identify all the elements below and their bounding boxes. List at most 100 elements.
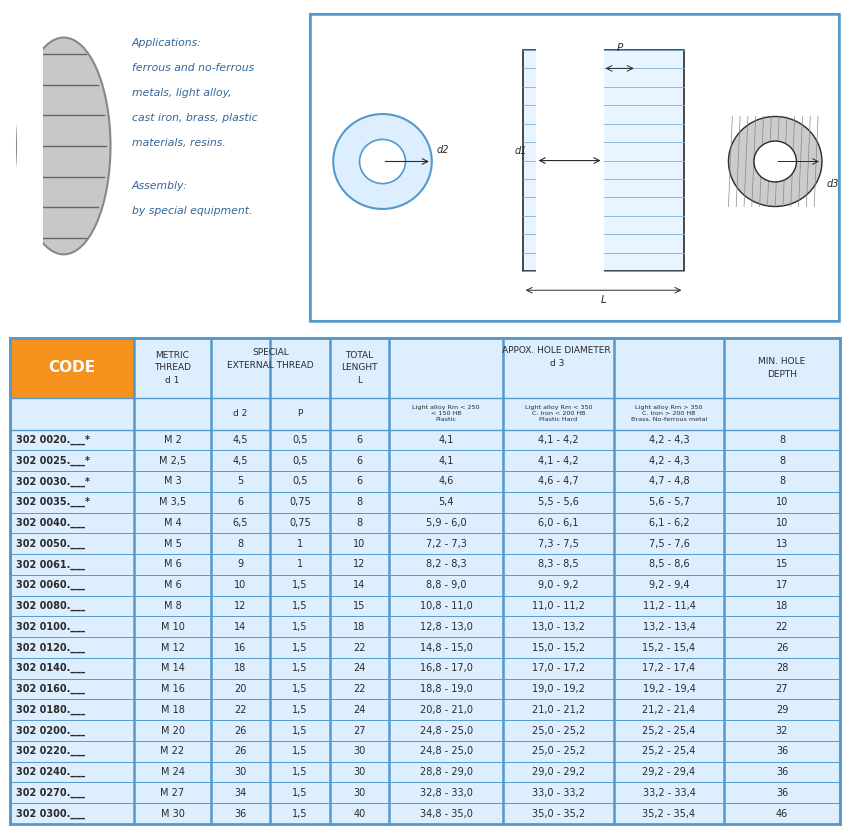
Text: 12: 12: [354, 560, 366, 570]
FancyBboxPatch shape: [10, 338, 840, 824]
Text: d 2: d 2: [234, 409, 247, 418]
Text: 5: 5: [237, 476, 244, 486]
Text: 302 0061.___: 302 0061.___: [16, 560, 85, 570]
FancyBboxPatch shape: [523, 50, 684, 271]
Text: 4,2 - 4,3: 4,2 - 4,3: [649, 435, 689, 445]
Text: 1,5: 1,5: [292, 705, 308, 715]
Text: 302 0060.___: 302 0060.___: [16, 580, 85, 590]
FancyBboxPatch shape: [10, 338, 134, 398]
Text: 1: 1: [297, 560, 303, 570]
Ellipse shape: [17, 38, 110, 254]
Text: 5,5 - 5,6: 5,5 - 5,6: [538, 497, 579, 507]
Text: M 16: M 16: [161, 684, 184, 694]
Text: d1: d1: [514, 147, 527, 157]
Text: 1,5: 1,5: [292, 684, 308, 694]
Text: 32,8 - 33,0: 32,8 - 33,0: [420, 788, 473, 798]
Text: 16: 16: [235, 642, 246, 652]
Text: 0,75: 0,75: [289, 518, 311, 528]
Text: 21,0 - 21,2: 21,0 - 21,2: [532, 705, 585, 715]
Text: 21,2 - 21,4: 21,2 - 21,4: [643, 705, 695, 715]
Text: 20,8 - 21,0: 20,8 - 21,0: [420, 705, 473, 715]
Text: 18: 18: [776, 601, 788, 611]
Text: 26: 26: [235, 726, 246, 736]
Text: M 24: M 24: [161, 767, 184, 777]
Text: 10,8 - 11,0: 10,8 - 11,0: [420, 601, 473, 611]
Text: 20: 20: [235, 684, 246, 694]
Text: 10: 10: [235, 580, 246, 590]
Text: materials, resins.: materials, resins.: [132, 138, 225, 148]
Text: M 10: M 10: [161, 622, 184, 631]
FancyBboxPatch shape: [17, 48, 42, 244]
Text: 29: 29: [776, 705, 788, 715]
Text: 8: 8: [779, 455, 785, 465]
Text: M 3: M 3: [164, 476, 181, 486]
Text: 8,8 - 9,0: 8,8 - 9,0: [426, 580, 467, 590]
Text: 17: 17: [776, 580, 788, 590]
Text: 9,0 - 9,2: 9,0 - 9,2: [538, 580, 579, 590]
Text: 26: 26: [776, 642, 788, 652]
Text: Light alloy Rm > 350
C. Iron > 200 HB
Brass, No-ferrous metal: Light alloy Rm > 350 C. Iron > 200 HB Br…: [631, 405, 707, 422]
Text: 25,2 - 25,4: 25,2 - 25,4: [643, 726, 695, 736]
Text: by special equipment.: by special equipment.: [132, 206, 252, 216]
Text: 40: 40: [354, 809, 366, 819]
Text: 302 0140.___: 302 0140.___: [16, 663, 85, 673]
Text: 12: 12: [235, 601, 246, 611]
Text: 6: 6: [356, 455, 363, 465]
Text: 15: 15: [776, 560, 788, 570]
Text: 4,1: 4,1: [439, 435, 454, 445]
Text: 8,5 - 8,6: 8,5 - 8,6: [649, 560, 689, 570]
Text: 29,0 - 29,2: 29,0 - 29,2: [532, 767, 585, 777]
Text: 8,2 - 8,3: 8,2 - 8,3: [426, 560, 467, 570]
Text: 34,8 - 35,0: 34,8 - 35,0: [420, 809, 473, 819]
Text: APPOX. HOLE DIAMETER
d 3: APPOX. HOLE DIAMETER d 3: [502, 346, 611, 368]
Text: 7,2 - 7,3: 7,2 - 7,3: [426, 539, 467, 549]
Text: Light alloy Rm < 350
C. Iron < 200 HB
Plastic Hard: Light alloy Rm < 350 C. Iron < 200 HB Pl…: [524, 405, 592, 422]
Text: 25,0 - 25,2: 25,0 - 25,2: [532, 746, 585, 756]
Text: 28,8 - 29,0: 28,8 - 29,0: [420, 767, 473, 777]
Text: M 20: M 20: [161, 726, 184, 736]
FancyBboxPatch shape: [310, 14, 839, 321]
Text: 36: 36: [235, 809, 246, 819]
Text: 4,6: 4,6: [439, 476, 454, 486]
Text: 1,5: 1,5: [292, 809, 308, 819]
Text: 14: 14: [354, 580, 366, 590]
Text: L: L: [601, 295, 606, 305]
Text: M 2,5: M 2,5: [159, 455, 186, 465]
Text: 17,2 - 17,4: 17,2 - 17,4: [643, 663, 695, 673]
Text: 34: 34: [235, 788, 246, 798]
Text: 302 0240.___: 302 0240.___: [16, 767, 85, 777]
Text: 302 0025.___*: 302 0025.___*: [16, 455, 90, 465]
Text: Applications:: Applications:: [132, 38, 201, 48]
Ellipse shape: [754, 141, 796, 182]
Ellipse shape: [728, 117, 822, 207]
Text: 0,5: 0,5: [292, 435, 308, 445]
Text: 30: 30: [235, 767, 246, 777]
Text: 1,5: 1,5: [292, 642, 308, 652]
Text: 12,8 - 13,0: 12,8 - 13,0: [420, 622, 473, 631]
Text: 28: 28: [776, 663, 788, 673]
Text: cast iron, brass, plastic: cast iron, brass, plastic: [132, 113, 258, 123]
Text: M 2: M 2: [163, 435, 182, 445]
Text: METRIC
THREAD
d 1: METRIC THREAD d 1: [154, 351, 191, 384]
Text: 19,2 - 19,4: 19,2 - 19,4: [643, 684, 695, 694]
Text: 26: 26: [235, 746, 246, 756]
Text: 17,0 - 17,2: 17,0 - 17,2: [532, 663, 585, 673]
Text: 25,0 - 25,2: 25,0 - 25,2: [532, 726, 585, 736]
Text: 4,1 - 4,2: 4,1 - 4,2: [538, 435, 579, 445]
Text: 6: 6: [237, 497, 244, 507]
Text: 302 0050.___: 302 0050.___: [16, 539, 85, 549]
Text: 6,5: 6,5: [233, 518, 248, 528]
Text: 6: 6: [356, 476, 363, 486]
Text: 302 0300.___: 302 0300.___: [16, 808, 85, 819]
Text: 30: 30: [354, 767, 366, 777]
Text: 1,5: 1,5: [292, 601, 308, 611]
Text: 35,2 - 35,4: 35,2 - 35,4: [643, 809, 695, 819]
Text: 7,5 - 7,6: 7,5 - 7,6: [649, 539, 689, 549]
Text: 302 0100.___: 302 0100.___: [16, 621, 85, 632]
Text: 13: 13: [776, 539, 788, 549]
Text: M 18: M 18: [161, 705, 184, 715]
Text: 302 0270.___: 302 0270.___: [16, 788, 85, 798]
Text: 302 0200.___: 302 0200.___: [16, 726, 85, 736]
Text: 22: 22: [354, 642, 366, 652]
Text: 302 0020.___*: 302 0020.___*: [16, 435, 90, 445]
